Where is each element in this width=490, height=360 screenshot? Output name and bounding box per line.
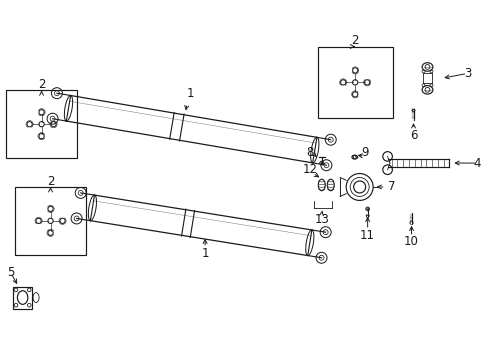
Text: 5: 5 [7,266,14,279]
Text: 1: 1 [186,87,194,100]
Text: 1: 1 [201,247,209,260]
Text: 13: 13 [315,213,329,226]
Bar [13,287,32,309]
Text: 4: 4 [474,157,481,170]
Text: 9: 9 [361,145,368,159]
Bar [318,46,392,118]
Bar [15,187,86,255]
Text: 2: 2 [47,175,54,189]
Text: 10: 10 [404,235,419,248]
Text: 6: 6 [410,129,417,142]
Text: 7: 7 [388,180,395,193]
Text: 2: 2 [351,34,359,47]
Text: 3: 3 [464,67,471,80]
Text: 12: 12 [302,163,318,176]
Text: 11: 11 [360,229,375,242]
Text: 8: 8 [306,145,314,159]
Text: 2: 2 [38,78,46,91]
Bar [6,90,77,158]
